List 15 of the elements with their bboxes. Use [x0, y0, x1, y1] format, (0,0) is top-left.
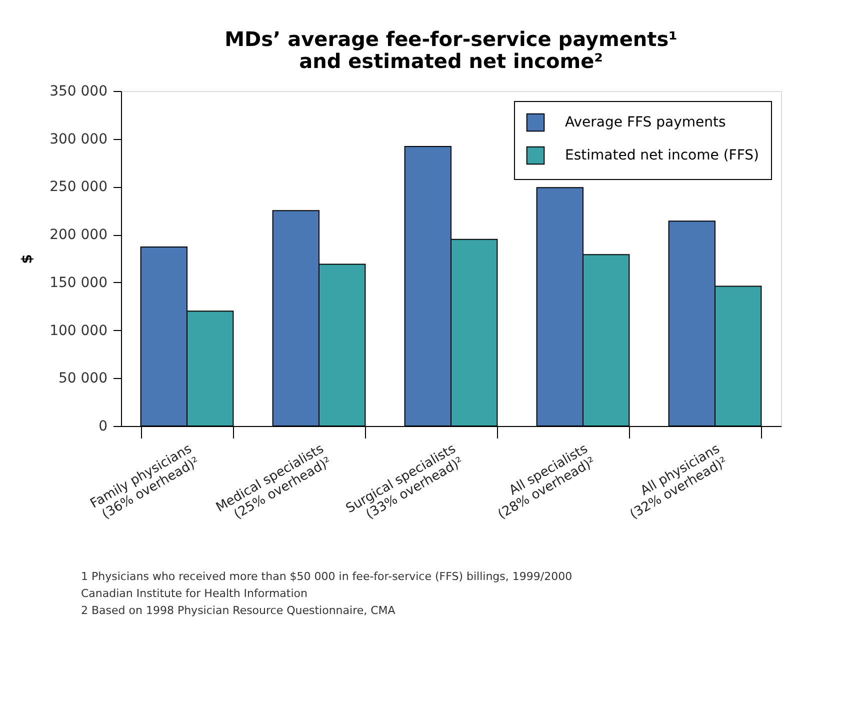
- y-tick-label: 350 000: [50, 84, 108, 100]
- y-tick-label: 50 000: [58, 370, 108, 387]
- y-tick-label: 100 000: [50, 322, 108, 339]
- y-tick-label: 150 000: [50, 274, 108, 291]
- y-tick-label: 200 000: [50, 227, 108, 244]
- y-tick-label: 250 000: [50, 179, 108, 196]
- chart-title: MDs’ average fee-for-service payments¹ and estimated net income²: [224, 27, 678, 73]
- text: 2 Based on 1998 Physician Resource Questionnaire, CMA: [81, 604, 396, 617]
- legend-label: Estimated net income (FFS): [565, 148, 759, 164]
- y-tick-label: 300 000: [50, 131, 108, 148]
- y-axis-title: $: [20, 254, 36, 264]
- text: 1 Physicians who received more than $50 000 in fee-for-service (FFS) billings, 1999/2000: [81, 570, 572, 583]
- y-tick-label: 0: [98, 418, 108, 434]
- text: Canadian Institute for Health Information: [81, 587, 308, 600]
- legend-label: Average FFS payments: [565, 114, 726, 130]
